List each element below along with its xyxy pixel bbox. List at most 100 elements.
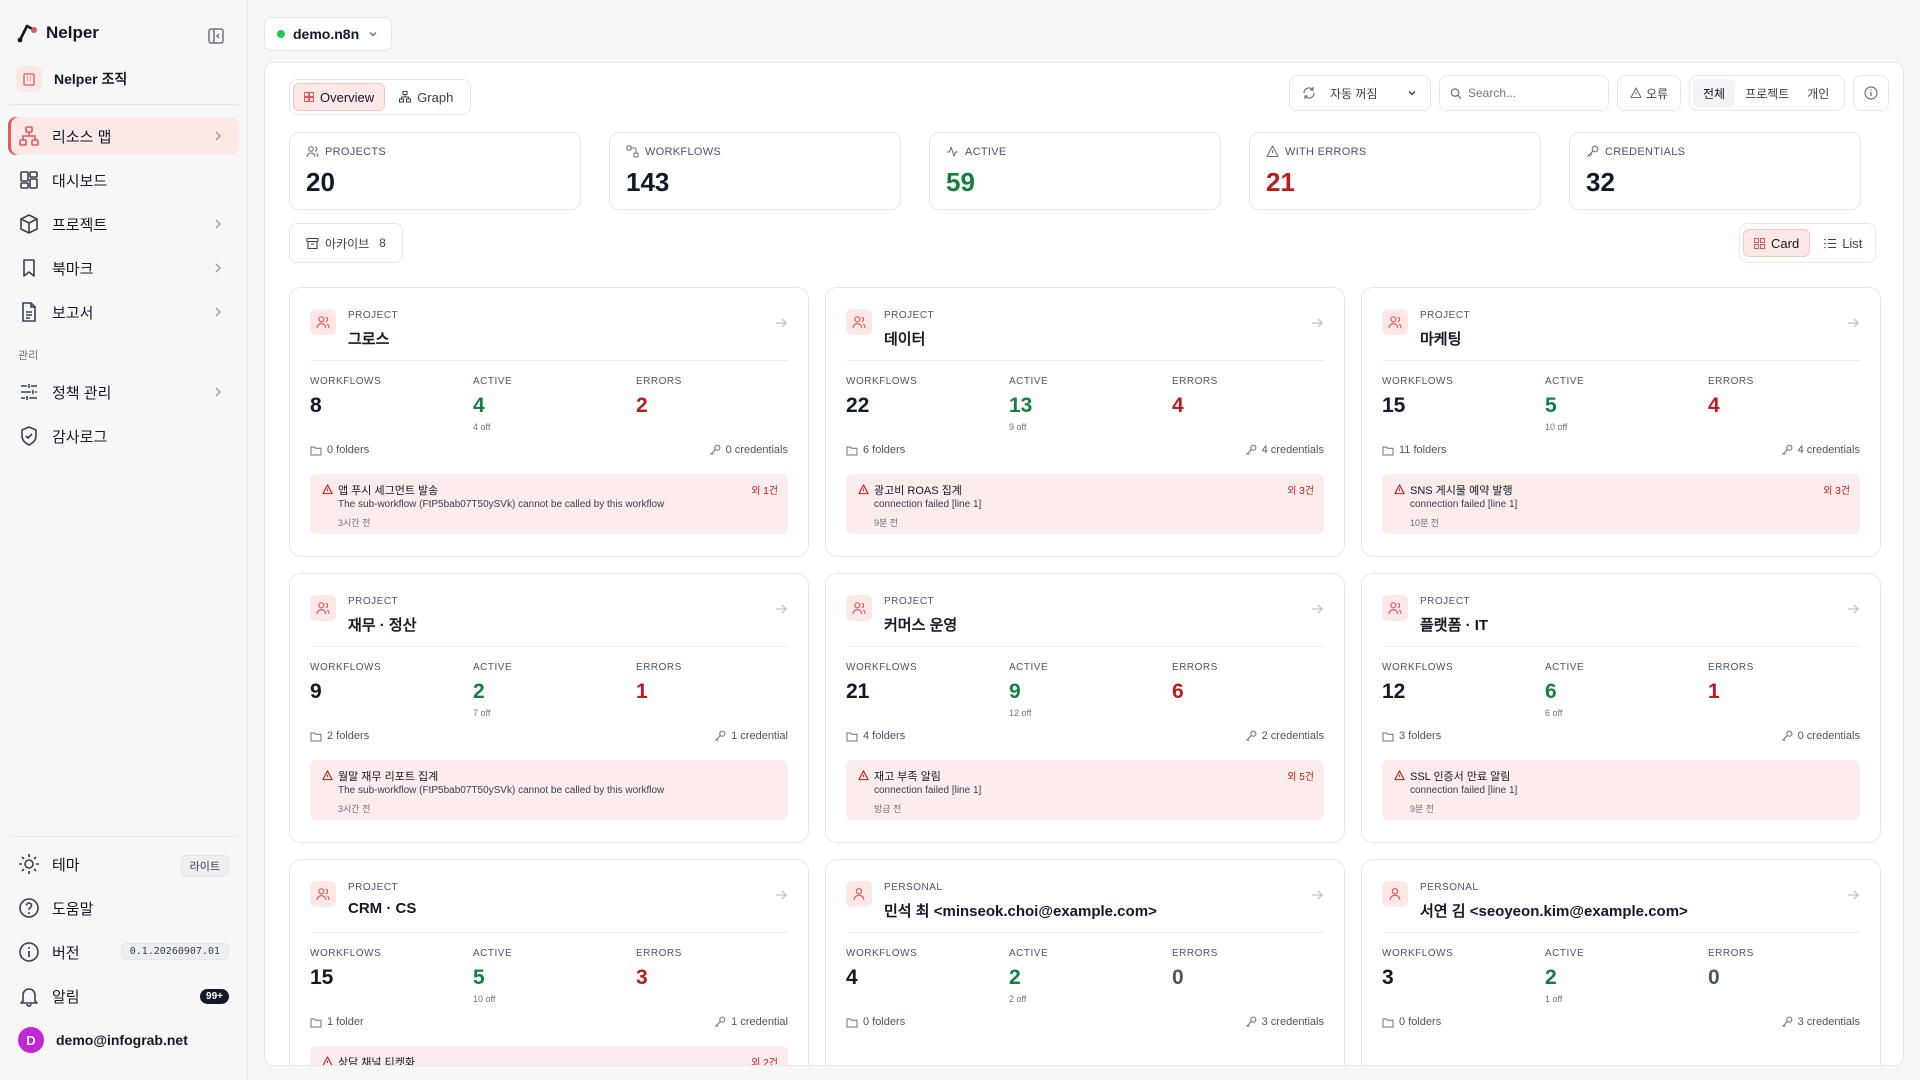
- metric-label: WORKFLOWS: [846, 662, 918, 673]
- list-icon: [1824, 238, 1837, 248]
- warning-icon: [1394, 484, 1405, 495]
- project-card[interactable]: PROJECT 플랫폼 · IT WORKFLOWS 12 ACTIVE 6 6 off ER…: [1361, 573, 1881, 843]
- instance-selector[interactable]: demo.n8n: [264, 17, 393, 51]
- scope-personal[interactable]: 개인: [1807, 86, 1830, 101]
- sidebar-item-policy[interactable]: 정책 관리: [8, 373, 239, 411]
- recent-error-alert[interactable]: 앱 푸시 세그먼트 발송 The sub-workflow (FtP5bab07T…: [310, 474, 788, 534]
- view-mode-card[interactable]: Card: [1743, 229, 1811, 257]
- folders-count: 0 folders: [846, 1016, 905, 1028]
- project-card[interactable]: PROJECT 데이터 WORKFLOWS 22 ACTIVE 13 9 off ERRORS…: [825, 287, 1345, 557]
- sidebar-item-reports[interactable]: 보고서: [8, 293, 239, 331]
- error-workflow-name: 월말 재무 리포트 집계: [338, 771, 439, 783]
- metric-label: WORKFLOWS: [310, 376, 382, 387]
- arrow-right-icon[interactable]: [774, 602, 788, 616]
- workflows-count: 21: [846, 680, 870, 703]
- metric-label: ERRORS: [636, 948, 682, 959]
- sidebar-item-bookmarks[interactable]: 북마크: [8, 249, 239, 287]
- card-type: PROJECT: [884, 310, 935, 321]
- archive-label: 아카이브: [325, 236, 370, 251]
- view-mode-list[interactable]: List: [1814, 229, 1872, 257]
- sitemap-icon: [19, 126, 39, 146]
- stat-value: 32: [1586, 167, 1615, 197]
- project-card[interactable]: PROJECT 커머스 운영 WORKFLOWS 21 ACTIVE 9 12 off ERR…: [825, 573, 1345, 843]
- arrow-right-icon[interactable]: [1846, 316, 1860, 330]
- project-card[interactable]: PROJECT 그로스 WORKFLOWS 8 ACTIVE 4 4 off ERRORS 2 0…: [289, 287, 809, 557]
- card-title: 플랫폼 · IT: [1420, 617, 1489, 634]
- theme-label: 테마: [52, 856, 80, 874]
- sidebar-item-dashboard[interactable]: 대시보드: [8, 161, 239, 199]
- arrow-right-icon[interactable]: [1310, 888, 1324, 902]
- workflows-count: 3: [1382, 966, 1394, 989]
- tab-overview[interactable]: Overview: [293, 83, 386, 111]
- org-name: Nelper 조직: [54, 71, 128, 87]
- card-type: PROJECT: [884, 596, 935, 607]
- personal-card[interactable]: PERSONAL 민석 최 <minseok.choi@example.com> W…: [825, 859, 1345, 1065]
- folder-icon: [846, 1018, 858, 1027]
- divider: [310, 360, 788, 361]
- errors-filter-button[interactable]: 오류: [1617, 75, 1681, 111]
- divider: [1382, 646, 1860, 647]
- card-title: 커머스 운영: [884, 617, 958, 634]
- metric-label: ACTIVE: [1545, 662, 1585, 673]
- tab-graph[interactable]: Graph: [389, 83, 463, 111]
- inactive-count: 10 off: [1545, 422, 1568, 432]
- sidebar-collapse-icon[interactable]: [206, 26, 226, 46]
- project-card[interactable]: PROJECT CRM · CS WORKFLOWS 15 ACTIVE 5 10 off E…: [289, 859, 809, 1066]
- recent-error-alert[interactable]: SSL 인증서 만료 알림 connection failed [line 1] 9…: [1382, 760, 1860, 820]
- org-switcher[interactable]: Nelper 조직: [16, 66, 127, 92]
- folder-icon: [1382, 1018, 1394, 1027]
- info-button[interactable]: [1853, 75, 1889, 111]
- divider: [10, 836, 238, 837]
- active-count: 2: [1545, 966, 1557, 989]
- building-icon: [16, 66, 42, 92]
- sidebar-item-audit-log[interactable]: 감사로그: [8, 417, 239, 455]
- metric-label: ERRORS: [1172, 662, 1218, 673]
- metric-label: WORKFLOWS: [846, 948, 918, 959]
- arrow-right-icon[interactable]: [1846, 602, 1860, 616]
- arrow-right-icon[interactable]: [1310, 602, 1324, 616]
- scope-all[interactable]: 전체: [1693, 79, 1736, 107]
- more-errors-count: 외 2건: [751, 1058, 778, 1066]
- metric-label: WORKFLOWS: [310, 662, 382, 673]
- recent-error-alert[interactable]: 상담 채널 티켓화 외 2건: [310, 1046, 788, 1066]
- arrow-right-icon[interactable]: [1846, 888, 1860, 902]
- recent-error-alert[interactable]: 월말 재무 리포트 집계 The sub-workflow (FtP5bab07T…: [310, 760, 788, 820]
- error-workflow-name: SSL 인증서 만료 알림: [1410, 771, 1511, 783]
- arrow-right-icon[interactable]: [774, 316, 788, 330]
- help-link[interactable]: 도움말: [8, 890, 239, 926]
- key-icon: [1781, 730, 1793, 741]
- sidebar-item-projects[interactable]: 프로젝트: [8, 205, 239, 243]
- users-icon: [310, 595, 336, 621]
- personal-card[interactable]: PERSONAL 서연 김 <seoyeon.kim@example.com> WO…: [1361, 859, 1881, 1065]
- arrow-right-icon[interactable]: [1310, 316, 1324, 330]
- user-menu[interactable]: D demo@infograb.net: [8, 1022, 239, 1058]
- folders-count: 0 folders: [1382, 1016, 1441, 1028]
- project-card[interactable]: PROJECT 재무 · 정산 WORKFLOWS 9 ACTIVE 2 7 off ERRO…: [289, 573, 809, 843]
- brand[interactable]: Nelper: [16, 22, 99, 44]
- archive-button[interactable]: 아카이브 8: [289, 223, 403, 263]
- auto-refresh-select[interactable]: 자동 꺼짐: [1289, 75, 1431, 111]
- errors-count: 1: [636, 680, 648, 703]
- alerts-link[interactable]: 알림 99+: [8, 978, 239, 1014]
- warning-icon: [858, 484, 869, 495]
- card-type: PROJECT: [348, 596, 399, 607]
- arrow-right-icon[interactable]: [774, 888, 788, 902]
- tab-label: Graph: [417, 89, 454, 105]
- sidebar-item-label: 리소스 맵: [52, 128, 112, 146]
- sidebar-item-label: 북마크: [52, 260, 94, 278]
- info-icon: [1864, 86, 1878, 100]
- recent-error-alert[interactable]: 재고 부족 알림 connection failed [line 1] 방금 전 외 …: [846, 760, 1324, 820]
- view-mode-toggle: Card List: [1739, 223, 1877, 263]
- recent-error-alert[interactable]: 광고비 ROAS 집계 connection failed [line 1] 9분 …: [846, 474, 1324, 534]
- recent-error-alert[interactable]: SNS 게시물 예약 발행 connection failed [line 1] 1…: [1382, 474, 1860, 534]
- user-email: demo@infograb.net: [56, 1032, 188, 1048]
- stat-with-errors: WITH ERRORS 21: [1249, 132, 1541, 210]
- search-input[interactable]: [1468, 86, 1598, 100]
- scope-project[interactable]: 프로젝트: [1745, 86, 1790, 101]
- auto-refresh-label: 자동 꺼짐: [1330, 86, 1378, 101]
- theme-value-badge: 라이트: [180, 855, 229, 877]
- theme-toggle[interactable]: 테마 라이트: [8, 846, 239, 882]
- project-card[interactable]: PROJECT 마케팅 WORKFLOWS 15 ACTIVE 5 10 off ERRORS…: [1361, 287, 1881, 557]
- sidebar-item-resource-map[interactable]: 리소스 맵: [8, 117, 239, 155]
- divider: [846, 932, 1324, 933]
